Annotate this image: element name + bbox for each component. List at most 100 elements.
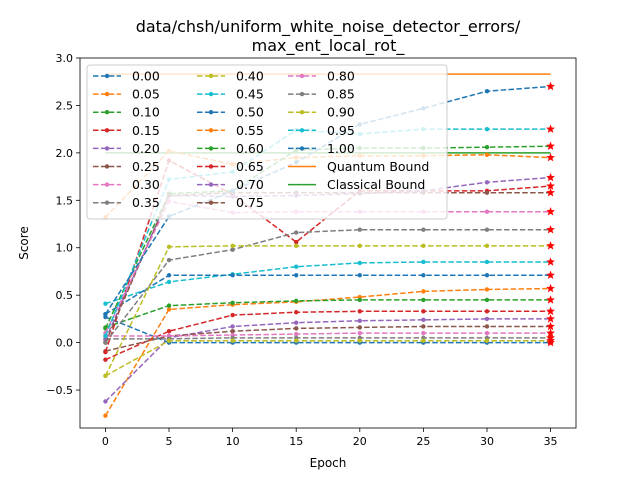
data-point: [294, 230, 299, 235]
legend-entry: 0.05: [93, 87, 160, 102]
legend-entry: 0.55: [197, 123, 264, 138]
legend-entry: 0.80: [288, 69, 355, 84]
data-point: [230, 247, 235, 252]
data-point: [230, 329, 235, 334]
legend-frame: [86, 64, 448, 220]
data-point: [103, 399, 108, 404]
x-axis-label: Epoch: [310, 456, 347, 470]
data-point: [230, 312, 235, 318]
data-point: [421, 259, 426, 265]
x-tick-label: 20: [353, 435, 367, 448]
data-point: [421, 227, 426, 232]
data-point: [357, 330, 362, 336]
data-point: [103, 301, 108, 306]
data-point: [294, 239, 299, 245]
x-tick-label: 10: [226, 435, 240, 448]
legend-entry: 0.85: [288, 87, 355, 102]
data-point: [484, 330, 490, 336]
y-tick-label: 1.0: [56, 242, 74, 255]
data-point: [484, 144, 490, 150]
data-point: [421, 324, 426, 329]
legend-entry: 0.15: [93, 123, 160, 138]
data-point: [166, 273, 172, 278]
final-star-marker: [546, 241, 556, 250]
legend-entry: 0.00: [93, 69, 160, 84]
data-point: [230, 243, 235, 249]
chart-title-line-2: max_ent_local_rot_: [252, 36, 406, 56]
data-point: [294, 331, 299, 337]
legend-label: 0.05: [132, 87, 160, 102]
y-tick-label: −0.5: [46, 384, 73, 397]
data-point: [484, 324, 490, 329]
legend-label: 0.50: [236, 105, 264, 120]
y-tick-label: 2.0: [56, 147, 74, 160]
y-tick-label: 0.0: [56, 337, 74, 350]
data-point: [421, 309, 426, 314]
legend-label: 0.65: [236, 159, 264, 174]
data-point: [166, 303, 172, 308]
data-point: [357, 318, 362, 323]
final-star-marker: [546, 81, 556, 91]
data-point: [421, 273, 426, 278]
data-point: [166, 257, 172, 263]
data-point: [421, 289, 426, 294]
data-point: [421, 317, 426, 323]
data-point: [166, 338, 172, 343]
data-point: [484, 243, 490, 249]
y-tick-label: 2.5: [56, 99, 74, 112]
legend-label: 0.30: [132, 177, 160, 192]
data-point: [166, 307, 172, 312]
x-tick-label: 5: [166, 435, 173, 448]
data-point: [166, 279, 172, 285]
legend-label: 0.10: [132, 105, 160, 120]
data-point: [294, 338, 299, 343]
final-star-marker: [546, 206, 556, 216]
legend-entry: 0.90: [288, 105, 355, 120]
legend-entry: 0.60: [197, 141, 264, 156]
data-point: [357, 227, 362, 232]
x-tick-label: 0: [102, 435, 109, 448]
legend-label: 0.90: [327, 105, 355, 120]
data-point: [294, 320, 299, 325]
legend-entry: 0.20: [93, 141, 160, 156]
series-line: [103, 306, 556, 362]
final-star-marker: [546, 270, 556, 280]
plot-frame: [79, 57, 577, 429]
y-tick-label: 1.5: [56, 194, 74, 207]
legend-label: 0.55: [236, 123, 264, 138]
legend-entry: 0.10: [93, 105, 160, 120]
data-point: [103, 373, 108, 379]
data-point: [294, 298, 299, 304]
y-tick-label: 3.0: [56, 52, 74, 65]
final-star-marker: [546, 152, 556, 162]
legend-entry: 1.00: [288, 141, 355, 156]
data-point: [484, 227, 490, 232]
legend-entry: 0.50: [197, 105, 264, 120]
data-point: [166, 244, 172, 249]
data-point: [103, 349, 108, 355]
data-point: [484, 287, 490, 292]
legend-entry: Quantum Bound: [288, 159, 429, 174]
x-tick-label: 35: [544, 435, 558, 448]
data-point: [294, 264, 299, 269]
data-point: [103, 311, 108, 317]
legend-label: 0.15: [132, 123, 160, 138]
data-point: [484, 126, 490, 132]
final-star-marker: [546, 321, 556, 331]
final-star-marker: [546, 314, 556, 323]
data-point: [103, 413, 108, 418]
series-line: [103, 314, 556, 404]
data-point: [484, 316, 490, 322]
legend-entry: 0.35: [93, 195, 160, 210]
data-point: [166, 329, 172, 334]
data-point: [484, 259, 490, 265]
legend-entry: 0.40: [197, 69, 264, 84]
legend-entry: 0.45: [197, 87, 264, 102]
data-point: [294, 326, 299, 331]
legend-label: 0.70: [236, 177, 264, 192]
chart-title-line-1: data/chsh/uniform_white_noise_detector_e…: [136, 17, 521, 37]
legend-entry: 0.65: [197, 159, 264, 174]
series-line: [103, 224, 556, 345]
data-point: [484, 190, 490, 195]
